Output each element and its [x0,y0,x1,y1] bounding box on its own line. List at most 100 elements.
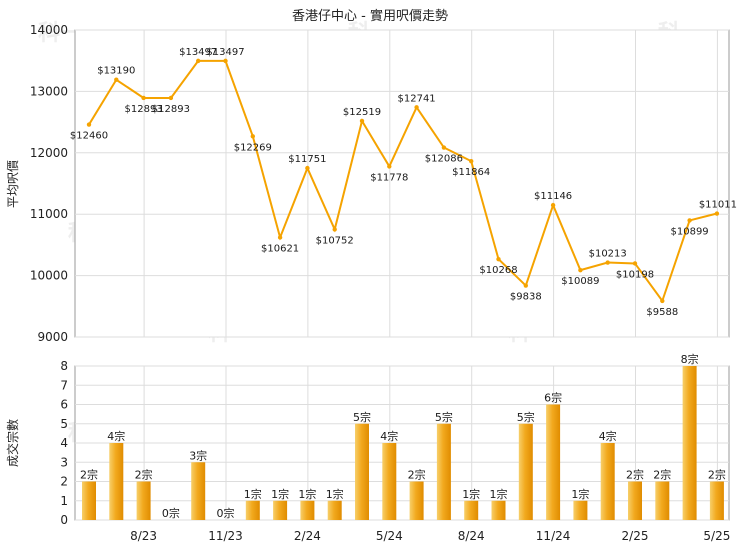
volume-bar [518,423,533,520]
volume-grid [75,365,729,521]
price-data-label: $11751 [288,154,326,165]
volume-bar [491,500,506,520]
x-tick-labels: 8/23 11/23 2/24 5/24 8/24 11/24 2/25 5/25 [130,529,730,543]
volume-data-label: 4宗 [380,429,398,443]
volume-data-label: 5宗 [435,410,453,424]
price-data-label: $10089 [561,276,599,287]
x-tick-label: 2/24 [294,529,321,543]
price-data-label: $12893 [125,104,163,115]
price-point [605,260,610,265]
volume-data-label: 1宗 [490,487,508,501]
volume-data-label: 2宗 [708,468,726,482]
volume-data-label: 2宗 [80,468,98,482]
volume-bar [709,481,724,520]
price-point [387,164,392,169]
volume-bar [327,500,342,520]
price-point [523,283,528,288]
volume-y-ticks: 0 1 2 3 4 5 6 7 8 [60,359,68,527]
volume-data-label: 1宗 [244,487,262,501]
price-data-label: $13497 [206,47,244,58]
volume-data-label: 1宗 [271,487,289,501]
volume-y-axis-title: 成交宗數 [5,419,20,467]
price-point [441,145,447,150]
volume-bar [136,481,151,520]
volume-data-label: 2宗 [626,468,644,482]
volume-bar [628,481,642,520]
volume-bar [464,500,479,520]
volume-bar [355,423,369,520]
x-tick-label: 11/24 [536,529,571,543]
x-tick-label: 5/25 [703,529,730,543]
volume-data-label: 3宗 [189,448,207,462]
volume-data-label: 2宗 [408,468,426,482]
price-point [469,158,474,164]
price-point [86,122,92,127]
price-y-tick-label: 9000 [37,330,68,344]
volume-y-tick-label: 2 [60,475,68,489]
price-y-tick-label: 12000 [30,146,68,160]
volume-data-label: 8宗 [681,352,699,366]
volume-y-tick-label: 7 [60,378,68,392]
price-point [196,58,201,64]
volume-bar [436,423,451,520]
price-data-label: $12741 [398,93,436,104]
price-data-label: $10621 [261,243,299,254]
price-grid [75,29,729,338]
volume-data-label: 0宗 [162,506,180,520]
price-data-label: $13190 [97,66,135,77]
volume-data-label: 6宗 [544,391,562,405]
volume-data-label: 0宗 [217,506,235,520]
x-tick-label: 8/24 [458,529,485,543]
price-data-label: $12086 [425,154,463,165]
volume-data-label: 1宗 [462,487,480,501]
volume-data-label: 4宗 [599,429,617,443]
volume-bar [191,462,206,520]
price-data-label: $12460 [70,131,108,142]
volume-y-tick-label: 8 [60,359,68,373]
price-point [578,267,583,273]
price-point [114,77,119,82]
price-data-label: $10198 [616,269,654,280]
price-point [332,227,337,232]
volume-bar [655,481,670,520]
volume-bar [245,500,260,520]
price-y-ticks: 9000 10000 11000 12000 13000 14000 [30,23,68,344]
price-data-labels: $12460 $13190 $12893$12893 $13497$13497 $122… [70,47,737,318]
price-data-label: $11146 [534,191,572,202]
price-point [632,261,638,266]
price-y-tick-label: 11000 [30,207,68,221]
volume-y-tick-label: 6 [60,398,68,412]
volume-bar [682,366,697,520]
x-tick-label: 8/23 [130,529,157,543]
price-data-label: $9838 [510,292,542,303]
price-data-label: $10213 [589,249,627,260]
price-point [359,118,365,124]
price-data-label: $12269 [234,142,272,153]
price-data-label: $13497 [179,47,217,58]
volume-data-label: 2宗 [135,468,153,482]
price-point [223,58,228,64]
price-data-label: $11864 [452,167,490,178]
volume-y-tick-label: 5 [60,417,68,431]
price-point [141,95,146,101]
volume-bar [82,481,96,520]
volume-bar [273,500,288,520]
price-point [496,256,501,262]
volume-y-tick-label: 3 [60,455,68,469]
price-points [86,58,720,304]
volume-data-label: 1宗 [326,487,344,501]
price-point [687,218,692,223]
price-plot-area [74,29,730,338]
volume-bar [600,443,615,520]
volume-bars [82,366,724,520]
volume-bar [109,443,124,520]
price-y-tick-label: 10000 [30,269,68,283]
volume-y-tick-label: 4 [60,436,68,450]
price-point [168,95,174,101]
price-data-label: $10268 [479,265,517,276]
price-point [305,165,310,171]
price-y-axis-title: 平均呎價 [6,160,20,208]
volume-bar [546,404,561,520]
